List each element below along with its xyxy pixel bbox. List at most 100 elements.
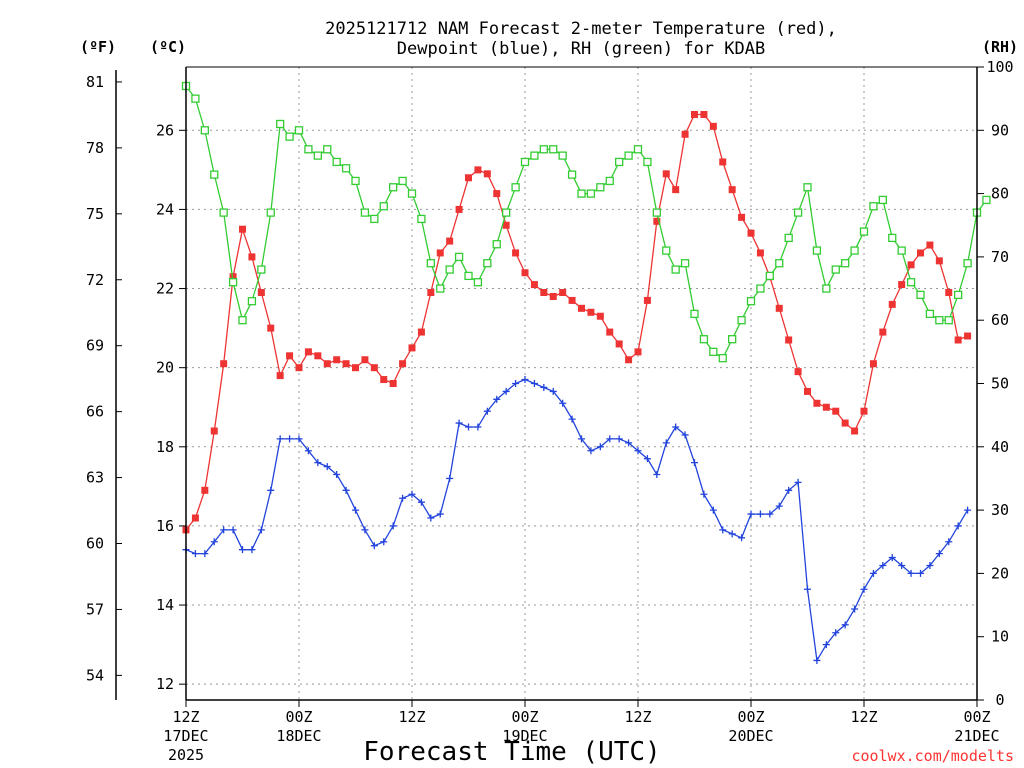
dewpoint-point [342,486,350,494]
dewpoint-point [945,538,953,546]
rh-point [897,246,906,255]
x-tick-label-date: 18DEC [276,727,321,745]
dewpoint-point [323,463,331,471]
temperature-point [832,407,840,415]
dewpoint-point [370,542,378,550]
temperature-point [775,304,783,312]
x-tick-label: 00Z [285,708,312,726]
x-tick-label: 00Z [737,708,764,726]
rh-point [332,157,341,167]
rh-tick-label: 50 [991,375,1009,393]
rh-point [803,183,812,192]
temperature-point [964,332,972,340]
dewpoint-point [917,569,924,577]
rh-point [671,265,680,274]
fahrenheit-tick-label: 54 [86,666,104,684]
grid-lines [186,67,977,700]
x-tick-label: 12Z [398,708,425,726]
temperature-point [691,110,698,118]
dewpoint-point [662,439,670,447]
rh-point [944,316,953,325]
rh-point [247,297,257,306]
rh-unit-label: (RH) [982,38,1018,56]
temperature-point [220,360,228,368]
dewpoint-point [304,447,312,455]
temperature-point [276,372,284,380]
dewpoint-point [898,561,906,569]
rh-point [935,316,944,325]
rh-point [549,145,558,154]
fahrenheit-tick-label: 60 [86,535,104,553]
dewpoint-point [822,641,830,649]
fahrenheit-tick-label: 69 [86,337,104,355]
x-tick-label: 12Z [172,708,199,726]
dewpoint-point [559,399,567,407]
rh-point [454,252,464,262]
temperature-point [756,249,764,257]
dewpoint-point [201,550,209,558]
credit-text: coolwx.com/modelts [851,747,1014,765]
dewpoint-point [474,423,482,431]
dewpoint-point [314,459,322,467]
dewpoint-point [229,526,237,534]
dewpoint-point [389,522,397,530]
rh-point [436,284,445,293]
rh-point [690,309,699,319]
rh-point [200,126,209,135]
temperature-point [352,364,359,372]
rh-point [643,157,652,167]
rh-tick-label: 60 [991,311,1009,329]
temperature-point [935,257,943,265]
temperature-point [210,427,218,435]
temperature-point [191,514,199,522]
rh-point [954,290,963,300]
chart-title-line-1: 2025121712 NAM Forecast 2-meter Temperat… [325,19,837,39]
dewpoint-point [738,534,746,542]
dewpoint-point [333,470,341,478]
dewpoint-point [502,387,510,395]
temperature-series-line [185,113,968,531]
fahrenheit-tick-label: 75 [86,205,104,223]
dewpoint-point [530,380,538,387]
dewpoint-point [465,423,472,431]
temperature-point [625,356,633,364]
rh-point [869,202,878,211]
x-tick-label: 00Z [511,708,538,726]
dewpoint-point [756,510,764,518]
temperature-point [785,336,793,344]
rh-point [257,265,266,274]
celsius-tick-label: 12 [156,675,174,693]
temperature-point [286,352,294,360]
dewpoint-point [643,455,651,463]
rh-point [699,335,709,344]
rh-point [304,145,313,154]
dewpoint-point [775,502,783,510]
temperature-point [295,364,303,372]
rh-point [586,189,596,198]
temperature-point [389,380,397,387]
dewpoint-point [841,621,849,629]
dewpoint-point [851,605,859,613]
temperature-point [634,348,642,356]
rh-point [831,265,840,274]
rh-point [841,259,850,268]
temperature-point [512,249,520,257]
fahrenheit-tick-label: 57 [86,600,104,618]
fahrenheit-tick-label: 72 [86,271,104,289]
dewpoint-point [540,383,548,391]
dewpoint-point [634,447,642,455]
temperature-point [408,344,416,352]
dewpoint-point [964,506,972,514]
rh-point [445,265,454,274]
temperature-point [417,328,425,336]
rh-point [341,164,351,173]
temperature-point [342,360,350,368]
dewpoint-point [869,569,877,577]
temperature-point [719,158,727,166]
dewpoint-point [257,526,265,534]
rh-point [464,271,473,281]
dewpoint-point [549,387,557,395]
dewpoint-point [239,546,246,554]
dewpoint-point [615,435,623,443]
temperature-point [672,186,680,194]
